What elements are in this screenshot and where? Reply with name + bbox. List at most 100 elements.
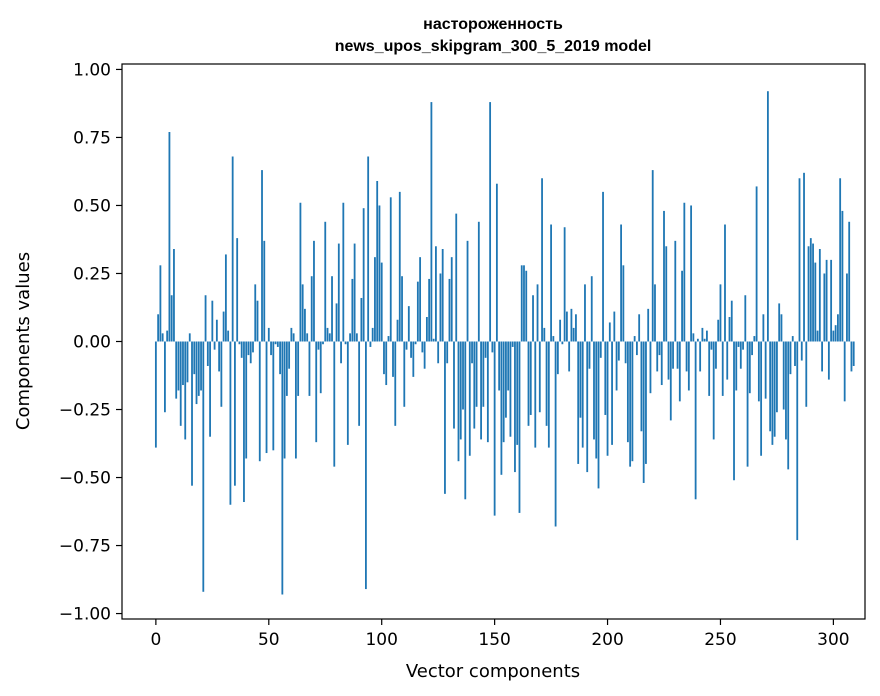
bar (328, 333, 331, 342)
bar (308, 341, 311, 396)
bar (317, 341, 320, 350)
x-tick-label: 150 (478, 630, 510, 650)
bar (453, 341, 455, 429)
bar (425, 317, 428, 342)
bar (306, 333, 309, 342)
bar (376, 180, 379, 342)
bar (252, 341, 254, 353)
bar (157, 314, 160, 342)
bar (780, 314, 783, 342)
bar (796, 341, 799, 541)
bar (629, 341, 632, 467)
bar (184, 341, 187, 440)
bar (265, 341, 268, 454)
bar (493, 341, 496, 516)
bar (645, 341, 647, 464)
bar (398, 191, 401, 342)
bar (313, 240, 315, 342)
bar (692, 333, 695, 342)
x-tick-label: 250 (704, 630, 736, 650)
bar (392, 341, 394, 377)
y-tick-label: 0.75 (73, 128, 111, 148)
bar (179, 341, 182, 426)
bar (473, 341, 476, 429)
x-tick-label: 100 (365, 630, 397, 650)
bar (656, 341, 659, 372)
bar (394, 341, 397, 426)
bar (516, 341, 519, 445)
bar (279, 341, 281, 375)
bar (687, 341, 690, 391)
bar (597, 341, 600, 489)
bar (518, 341, 521, 513)
bar (441, 249, 444, 342)
bar (435, 246, 437, 342)
bar (642, 341, 645, 483)
bar (430, 102, 433, 342)
bar (717, 319, 720, 342)
bar (581, 341, 584, 448)
chart-subtitle: news_upos_skipgram_300_5_2019 model (335, 38, 652, 55)
bar (703, 338, 706, 342)
bar (789, 341, 792, 375)
bar (837, 314, 839, 342)
bar (615, 341, 618, 391)
bar (568, 341, 571, 372)
bar (658, 341, 661, 356)
bar (559, 319, 562, 342)
bar (475, 341, 478, 407)
bar (803, 172, 805, 342)
bar (830, 259, 833, 342)
bar (760, 341, 763, 456)
plot-frame (121, 63, 866, 620)
bar (839, 178, 842, 342)
bar (292, 333, 295, 342)
bar (748, 341, 751, 394)
bar (676, 341, 679, 369)
bar (448, 278, 451, 342)
bar (730, 300, 733, 342)
bar (663, 210, 665, 342)
bar (197, 341, 200, 396)
bar (843, 341, 846, 402)
bar (505, 341, 507, 418)
bar (753, 336, 756, 342)
bar (480, 341, 482, 440)
bar (575, 314, 577, 342)
bar (218, 341, 221, 372)
bar (579, 341, 582, 418)
bar (371, 327, 374, 342)
bar (355, 333, 358, 342)
bar (256, 300, 259, 342)
bar (626, 341, 629, 443)
bar (428, 278, 431, 342)
bar (726, 341, 729, 380)
bar (556, 341, 559, 375)
bar (724, 224, 726, 342)
bar (154, 341, 157, 448)
bar (491, 341, 494, 353)
bar (290, 327, 293, 342)
bar (538, 341, 541, 413)
bar (721, 341, 724, 396)
bar (636, 341, 638, 356)
bar (696, 338, 699, 342)
bar (322, 341, 324, 345)
bar (608, 322, 611, 342)
bar (466, 240, 469, 342)
bar (421, 341, 424, 353)
bar (405, 341, 408, 350)
bar (324, 221, 327, 342)
y-tick-label: 0.25 (73, 264, 111, 284)
bar (586, 341, 589, 473)
bar (340, 341, 342, 364)
bar (547, 341, 550, 448)
bar (565, 311, 568, 342)
x-axis-ticks: 0 50 100 150 200 250 300 (150, 619, 850, 650)
bar (595, 341, 598, 459)
bar (599, 341, 602, 358)
bar (344, 341, 347, 345)
bar (800, 341, 803, 361)
bar (823, 273, 826, 342)
bar (389, 197, 392, 342)
